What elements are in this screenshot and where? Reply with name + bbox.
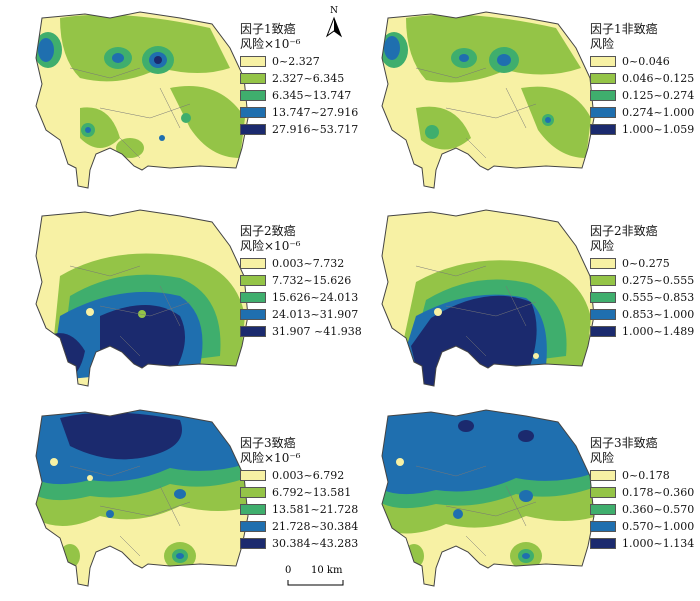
legend-5-class-4: 21.728~30.384 <box>240 519 358 534</box>
legend-5-class-2: 6.792~13.581 <box>240 485 358 500</box>
legend-4-class-4: 0.853~1.000 <box>590 307 694 322</box>
legend-2-class-3: 0.125~0.274 <box>590 88 694 103</box>
legend-4-class-2: 0.275~0.555 <box>590 273 694 288</box>
legend-6-class-2: 0.178~0.360 <box>590 485 694 500</box>
legend-4-title-line-1: 因子2非致癌 <box>590 224 658 238</box>
legend-1-title-line-2: 风险×10⁻⁶ <box>240 37 301 51</box>
legend-2-title-line-1: 因子1非致癌 <box>590 22 658 36</box>
scale-bar: 0 10 km <box>285 565 355 595</box>
legend-6-class-1: 0~0.178 <box>590 468 694 483</box>
legend-1-class-1: 0~2.327 <box>240 54 358 69</box>
legend-5-title-line-2: 风险×10⁻⁶ <box>240 451 301 465</box>
legend-1-class-4: 13.747~27.916 <box>240 105 358 120</box>
legend-5-class-5: 30.384~43.283 <box>240 536 358 551</box>
legend-1-class-2: 2.327~6.345 <box>240 71 358 86</box>
legend-3-class-3: 15.626~24.013 <box>240 290 362 305</box>
scale-zero-label: 0 <box>285 565 292 576</box>
legend-1-title-line-1: 因子1致癌 <box>240 22 296 36</box>
risk-map-5 <box>35 409 249 587</box>
legend-6-class-4: 0.570~1.000 <box>590 519 694 534</box>
north-arrow: N <box>322 6 346 40</box>
legend-5-class-1: 0.003~6.792 <box>240 468 358 483</box>
legend-4: 因子2非致癌 风险 0~0.275 0.275~0.555 0.555~0.85… <box>590 224 694 339</box>
risk-map-3 <box>35 209 249 387</box>
legend-2-class-4: 0.274~1.000 <box>590 105 694 120</box>
legend-3-class-1: 0.003~7.732 <box>240 256 362 271</box>
legend-5: 因子3致癌 风险×10⁻⁶ 0.003~6.792 6.792~13.581 1… <box>240 436 358 551</box>
north-arrow-icon <box>325 16 343 38</box>
legend-3-title-line-2: 风险×10⁻⁶ <box>240 239 301 253</box>
legend-5-class-3: 13.581~21.728 <box>240 502 358 517</box>
legend-4-class-3: 0.555~0.853 <box>590 290 694 305</box>
scale-bar-icon <box>287 580 344 586</box>
legend-1-class-3: 6.345~13.747 <box>240 88 358 103</box>
legend-5-title-line-1: 因子3致癌 <box>240 436 296 450</box>
legend-2-title-line-2: 风险 <box>590 37 615 51</box>
legend-6-title-line-1: 因子3非致癌 <box>590 436 658 450</box>
legend-6-class-3: 0.360~0.570 <box>590 502 694 517</box>
legend-1: 因子1致癌 风险×10⁻⁶ 0~2.327 2.327~6.345 6.345~… <box>240 22 358 137</box>
legend-3-class-4: 24.013~31.907 <box>240 307 362 322</box>
legend-6: 因子3非致癌 风险 0~0.178 0.178~0.360 0.360~0.57… <box>590 436 694 551</box>
risk-map-2 <box>381 11 595 189</box>
legend-2-class-5: 1.000~1.059 <box>590 122 694 137</box>
scale-distance-label: 10 km <box>311 565 343 576</box>
risk-map-4 <box>381 209 595 387</box>
legend-2-class-2: 0.046~0.125 <box>590 71 694 86</box>
legend-3-class-5: 31.907 ~41.938 <box>240 324 362 339</box>
legend-4-class-1: 0~0.275 <box>590 256 694 271</box>
legend-6-title-line-2: 风险 <box>590 451 615 465</box>
legend-4-title-line-2: 风险 <box>590 239 615 253</box>
legend-3: 因子2致癌 风险×10⁻⁶ 0.003~7.732 7.732~15.626 1… <box>240 224 362 339</box>
legend-3-title-line-1: 因子2致癌 <box>240 224 296 238</box>
north-label: N <box>330 6 338 16</box>
risk-map-6 <box>381 409 595 587</box>
legend-2: 因子1非致癌 风险 0~0.046 0.046~0.125 0.125~0.27… <box>590 22 694 137</box>
legend-6-class-5: 1.000~1.134 <box>590 536 694 551</box>
legend-1-class-5: 27.916~53.717 <box>240 122 358 137</box>
risk-map-1 <box>35 11 249 189</box>
legend-3-class-2: 7.732~15.626 <box>240 273 362 288</box>
legend-4-class-5: 1.000~1.489 <box>590 324 694 339</box>
legend-2-class-1: 0~0.046 <box>590 54 694 69</box>
